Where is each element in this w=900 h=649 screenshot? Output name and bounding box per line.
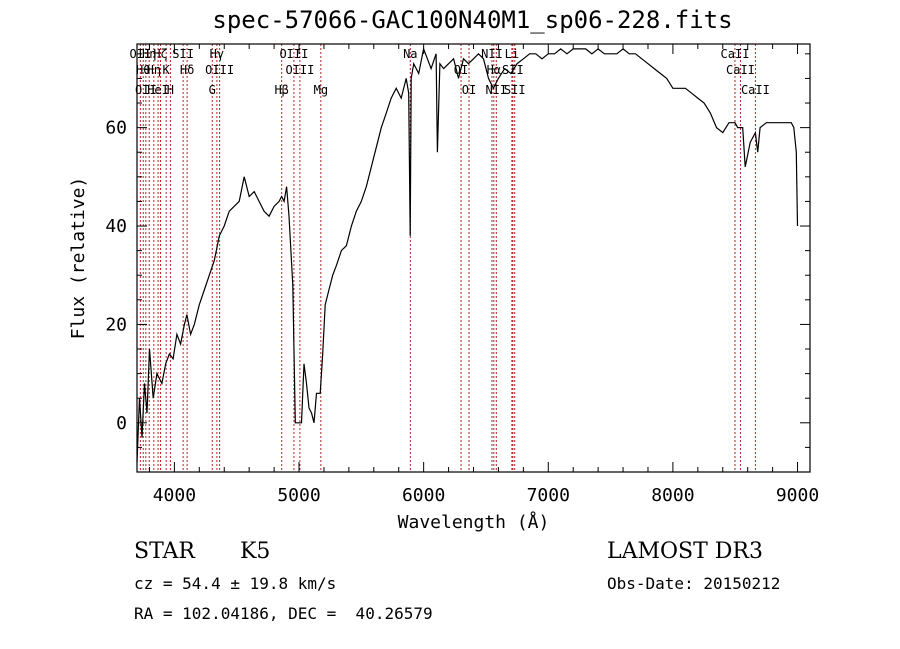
line-markers — [139, 44, 756, 472]
line-marker-label: OII — [135, 83, 157, 97]
line-marker-label: OIII — [205, 63, 234, 77]
line-marker-label: Hδ — [180, 63, 194, 77]
survey-name: LAMOST DR3 — [607, 539, 763, 564]
line-marker-label: NII — [481, 47, 503, 61]
x-tick-label: 6000 — [402, 485, 445, 506]
x-tick-label: 9000 — [776, 485, 819, 506]
plot-frame — [136, 43, 811, 473]
line-marker-label: Na — [403, 47, 417, 61]
spectrum-line — [136, 46, 799, 463]
line-marker-label: OIII — [285, 63, 314, 77]
redshift-velocity: cz = 54.4 ± 19.8 km/s — [134, 574, 337, 593]
x-tick-label: 5000 — [277, 485, 320, 506]
y-tick-label: 60 — [105, 118, 127, 139]
line-marker-label: SII — [504, 83, 526, 97]
line-marker-label: OI — [462, 83, 476, 97]
object-subclass: K5 — [240, 539, 271, 564]
line-marker-label: K — [163, 63, 171, 77]
line-marker-label: HeI — [147, 83, 169, 97]
observation-date: Obs-Date: 20150212 — [607, 574, 781, 593]
line-marker-label: Hβ — [274, 83, 288, 97]
y-tick-label: 20 — [105, 314, 127, 335]
y-axis-label: Flux (relative) — [68, 177, 89, 340]
chart-title: spec-57066-GAC100N40M1_sp06-228.fits — [212, 6, 733, 34]
line-marker-label: Hγ — [210, 47, 224, 61]
line-marker-label: CaII — [726, 63, 755, 77]
line-marker-label: Hη — [142, 47, 156, 61]
line-marker-label: Hη — [147, 63, 161, 77]
x-tick-label: 7000 — [527, 485, 570, 506]
x-tick-label: 4000 — [153, 485, 196, 506]
object-class: STAR — [134, 539, 195, 564]
line-marker-label: Li — [505, 47, 519, 61]
y-tick-label: 0 — [116, 413, 127, 434]
y-tick-label: 40 — [105, 216, 127, 237]
x-tick-label: 8000 — [651, 485, 694, 506]
line-marker-label: Hζ — [153, 47, 167, 61]
line-marker-label: OIII — [279, 47, 308, 61]
line-marker-label: G — [209, 83, 216, 97]
x-axis-label: Wavelength (Å) — [398, 511, 550, 533]
axis-ticks: 4000 5000 6000 7000 8000 9000 0 20 40 60 — [105, 44, 819, 506]
ra-dec-coordinates: RA = 102.04186, DEC = 40.26579 — [134, 604, 433, 623]
line-marker-label: NII — [485, 83, 507, 97]
line-marker-label: CaII — [741, 83, 770, 97]
line-marker-label: Mg — [314, 83, 328, 97]
line-marker-label: SII — [172, 47, 194, 61]
line-marker-label: H — [167, 83, 174, 97]
line-marker-label: Hα — [487, 63, 501, 77]
line-marker-label: Hθ — [136, 63, 150, 77]
line-marker-label: CaII — [721, 47, 750, 61]
line-marker-labels: OIIHθOIIHηHηHeIHζKHSIIHδGHγOIIIHβOIIIOII… — [130, 47, 770, 97]
